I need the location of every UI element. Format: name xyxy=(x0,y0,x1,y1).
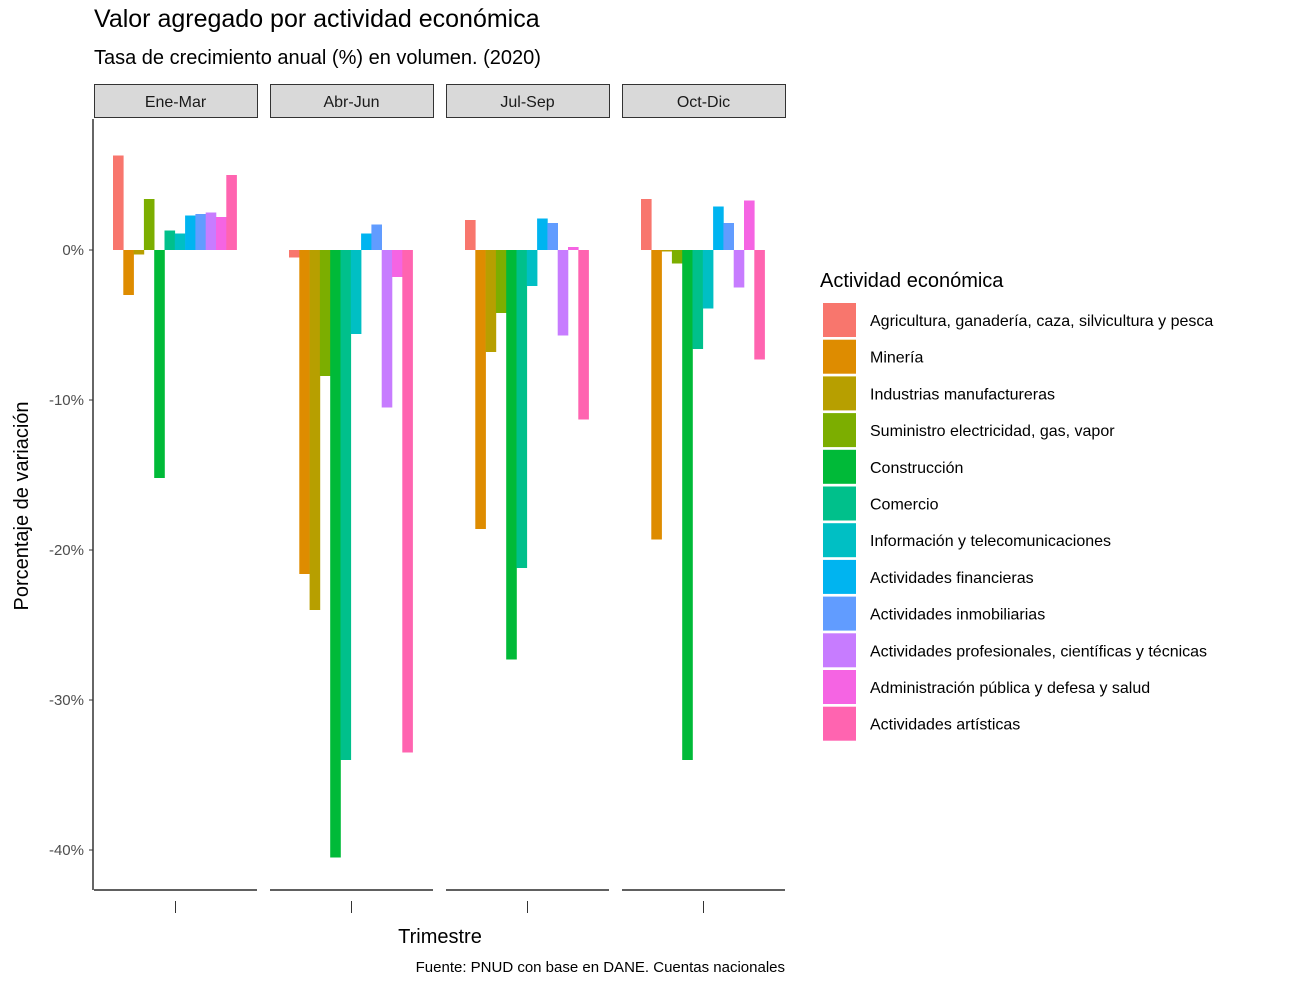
bar xyxy=(319,250,331,376)
bar xyxy=(475,250,486,529)
y-tick-label: -20% xyxy=(49,542,84,559)
legend-swatch xyxy=(823,303,856,337)
bar xyxy=(164,230,176,250)
bar xyxy=(289,250,300,258)
bar xyxy=(330,250,341,858)
bar xyxy=(754,250,765,360)
bar xyxy=(661,250,673,252)
caption: Fuente: PNUD con base en DANE. Cuentas n… xyxy=(416,959,785,976)
bar xyxy=(174,233,186,250)
legend-label: Agricultura, ganadería, caza, silvicultu… xyxy=(870,313,1213,330)
legend-swatch xyxy=(823,523,856,558)
bar xyxy=(381,250,393,408)
legend-swatch xyxy=(823,486,856,521)
y-axis-title: Porcentaje de variación xyxy=(11,401,33,610)
y-tick-label: -30% xyxy=(49,692,84,709)
bar xyxy=(557,250,569,336)
facet-strip-label: Ene-Mar xyxy=(145,94,207,111)
bar xyxy=(682,250,693,760)
bar xyxy=(692,250,704,349)
facet-strip xyxy=(622,84,786,118)
bar xyxy=(113,155,124,250)
facet-strip xyxy=(94,84,258,118)
legend-label: Actividades profesionales, científicas y… xyxy=(870,643,1207,660)
legend-label: Actividades artísticas xyxy=(870,717,1020,734)
bar xyxy=(713,206,724,250)
bar xyxy=(216,217,227,250)
chart-title: Valor agregado por actividad económica xyxy=(94,5,540,33)
bar xyxy=(205,212,217,250)
bar xyxy=(299,250,310,574)
bar xyxy=(361,233,372,250)
bar xyxy=(226,175,237,250)
facet-strip xyxy=(270,84,434,118)
facet-strip-label: Oct-Dic xyxy=(677,94,730,111)
bar xyxy=(702,250,714,309)
bar xyxy=(733,250,745,288)
facet-strip xyxy=(446,84,610,118)
bar xyxy=(547,223,558,250)
chart-subtitle: Tasa de crecimiento anual (%) en volumen… xyxy=(94,47,541,69)
bar xyxy=(578,250,589,420)
bar xyxy=(651,250,662,540)
bar xyxy=(340,250,352,760)
bar xyxy=(537,218,548,250)
legend-swatch xyxy=(823,596,856,631)
legend-label: Comercio xyxy=(870,497,939,514)
bar xyxy=(506,250,517,660)
legend-swatch xyxy=(823,559,856,594)
bar xyxy=(495,250,507,313)
bar xyxy=(123,250,134,295)
bar xyxy=(392,250,403,277)
legend-label: Actividades financieras xyxy=(870,570,1034,587)
y-tick-label: 0% xyxy=(62,242,84,259)
bar xyxy=(516,250,528,568)
bar xyxy=(641,199,652,250)
legend-label: Construcción xyxy=(870,460,963,477)
bar xyxy=(485,250,497,352)
bar xyxy=(133,250,145,255)
bar xyxy=(371,224,382,250)
y-tick-label: -10% xyxy=(49,392,84,409)
bar xyxy=(671,250,683,264)
bar xyxy=(143,199,155,250)
bar xyxy=(309,250,321,610)
legend-label: Suministro electricidad, gas, vapor xyxy=(870,423,1115,440)
legend-label: Actividades inmobiliarias xyxy=(870,607,1045,624)
bar xyxy=(350,250,362,334)
legend-label: Industrias manufactureras xyxy=(870,386,1055,403)
legend-swatch xyxy=(823,376,856,411)
bar xyxy=(526,250,538,286)
y-tick-label: -40% xyxy=(49,842,84,859)
legend-label: Información y telecomunicaciones xyxy=(870,533,1111,550)
legend-swatch xyxy=(823,633,856,668)
legend-swatch xyxy=(823,670,856,704)
legend-swatch xyxy=(823,706,856,741)
x-axis-title: Trimestre xyxy=(398,926,482,948)
facet-strip-label: Abr-Jun xyxy=(323,94,379,111)
legend-label: Minería xyxy=(870,350,923,367)
bar xyxy=(744,200,755,250)
facet-strip-label: Jul-Sep xyxy=(500,94,554,111)
bar xyxy=(402,250,413,753)
bar xyxy=(195,214,206,250)
bar xyxy=(723,223,734,250)
bar xyxy=(568,247,579,250)
legend-swatch xyxy=(823,339,856,374)
legend-label: Administración pública y defesa y salud xyxy=(870,680,1150,697)
legend-title: Actividad económica xyxy=(820,270,1004,292)
bar xyxy=(465,220,476,250)
bar xyxy=(154,250,165,478)
legend-swatch xyxy=(823,413,856,448)
legend-swatch xyxy=(823,449,856,484)
bar xyxy=(185,215,196,250)
